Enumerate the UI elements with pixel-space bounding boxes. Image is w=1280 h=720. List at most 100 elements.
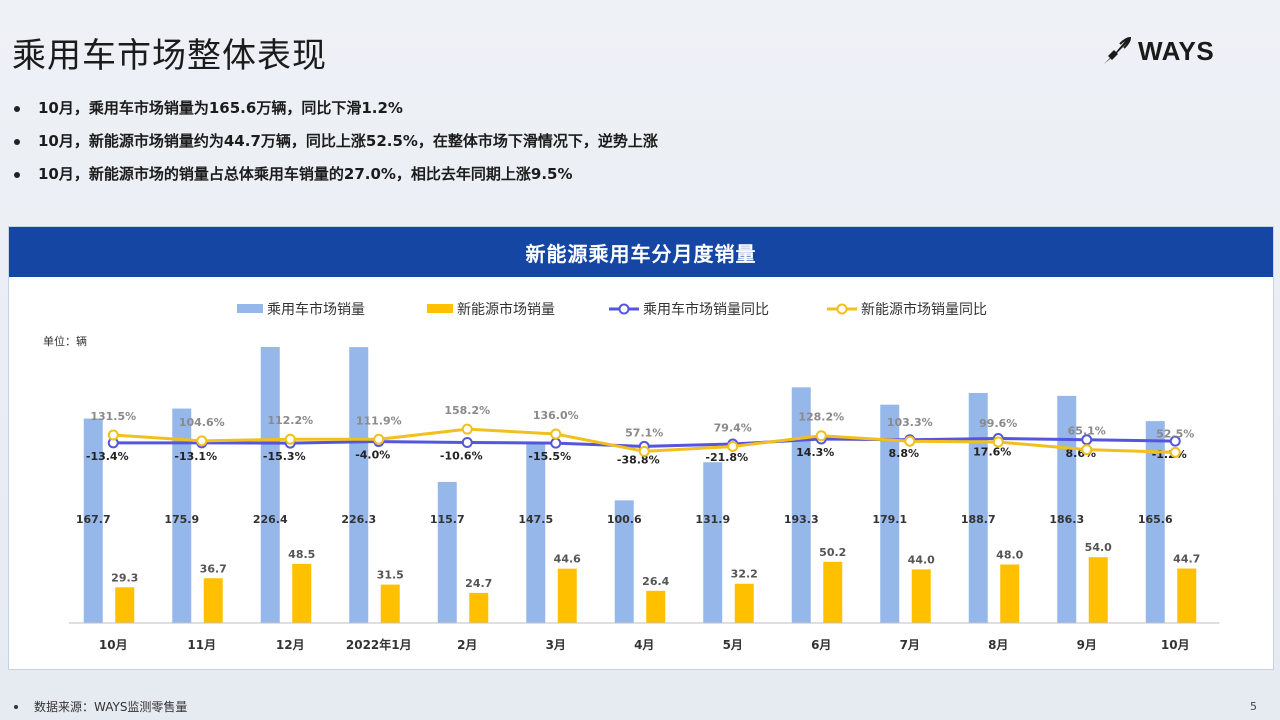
bar-nev-label-11: 54.0	[1085, 541, 1112, 554]
x-tick-label-8: 6月	[811, 638, 831, 652]
bar-total-label-3: 226.3	[341, 513, 376, 526]
bar-nev-label-9: 44.0	[908, 553, 935, 566]
line-label-3-0: 131.5%	[90, 410, 136, 423]
bar-total-label-5: 147.5	[518, 513, 553, 526]
bullet-item: 10月，新能源市场的销量占总体乘用车销量的27.0%，相比去年同期上涨9.5%	[12, 158, 658, 191]
bar-total-7	[703, 462, 723, 623]
line-label-3-2: 112.2%	[267, 414, 313, 427]
bar-nev-9	[911, 569, 931, 623]
bar-total-2	[260, 347, 280, 623]
chart-panel: 新能源乘用车分月度销量 单位：辆 乘用车市场销量 新能源市场销量 乘用车市场销量同比 新…	[8, 226, 1274, 670]
bar-nev-label-5: 44.6	[554, 553, 581, 566]
unit-label: 单位：辆	[43, 334, 87, 348]
line-point-3-11	[1081, 444, 1093, 456]
line-point-3-12	[1169, 446, 1181, 458]
bullet-dot-icon	[14, 171, 20, 178]
x-tick-label-6: 4月	[634, 638, 654, 652]
legend-swatch-1	[427, 304, 453, 313]
line-label-3-4: 158.2%	[444, 404, 490, 417]
bar-total-9	[880, 404, 900, 623]
legend-label-0: 乘用车市场销量	[267, 301, 365, 318]
line-point-2-12	[1169, 435, 1181, 447]
x-tick-label-0: 10月	[99, 638, 128, 652]
bar-nev-label-12: 44.7	[1173, 553, 1200, 566]
line-label-3-3: 111.9%	[356, 414, 402, 427]
bar-total-label-6: 100.6	[607, 513, 642, 526]
bullet-dot-icon	[14, 704, 18, 709]
line-label-2-6: -38.8%	[617, 453, 660, 466]
line-point-3-6	[638, 445, 650, 457]
bar-nev-3	[380, 584, 400, 623]
data-source-text: 数据来源：WAYS监测零售量	[34, 700, 188, 714]
bar-total-12	[1145, 421, 1165, 623]
bar-nev-1	[203, 578, 223, 623]
line-label-2-10: 17.6%	[973, 446, 1011, 459]
x-tick-label-10: 8月	[988, 638, 1008, 652]
bar-total-8	[791, 387, 811, 623]
bar-total-1	[172, 408, 192, 623]
bullet-text: 10月，新能源市场销量约为44.7万辆，同比上涨52.5%，在整体市场下滑情况下…	[38, 132, 658, 150]
bar-nev-label-8: 50.2	[819, 546, 846, 559]
x-tick-label-11: 9月	[1077, 638, 1097, 652]
bar-nev-10	[1000, 564, 1020, 623]
line-label-3-12: 52.5%	[1156, 427, 1194, 440]
legend-label-1: 新能源市场销量	[457, 301, 555, 318]
bar-nev-label-4: 24.7	[465, 577, 492, 590]
line-label-2-4: -10.6%	[440, 449, 483, 462]
x-tick-label-1: 11月	[187, 638, 216, 652]
line-point-3-2	[284, 433, 296, 445]
line-point-3-4	[461, 423, 473, 435]
bar-total-label-8: 193.3	[784, 513, 819, 526]
bar-total-label-7: 131.9	[695, 513, 730, 526]
bar-nev-8	[823, 561, 843, 623]
bar-total-6	[614, 500, 634, 623]
legend-label-2: 乘用车市场销量同比	[643, 301, 769, 318]
line-point-3-3	[373, 433, 385, 445]
bullet-text: 10月，新能源市场的销量占总体乘用车销量的27.0%，相比去年同期上涨9.5%	[38, 165, 573, 183]
bar-total-label-2: 226.4	[253, 513, 288, 526]
line-label-2-3: -4.0%	[355, 449, 390, 462]
line-label-2-2: -15.3%	[263, 450, 306, 463]
bar-nev-label-2: 48.5	[288, 548, 315, 561]
bullet-item: 10月，新能源市场销量约为44.7万辆，同比上涨52.5%，在整体市场下滑情况下…	[12, 125, 658, 158]
x-tick-label-9: 7月	[900, 638, 920, 652]
bar-nev-7	[734, 583, 754, 623]
monthly-sales-chart: 单位：辆 乘用车市场销量 新能源市场销量 乘用车市场销量同比 新能源市场销量同比 167.…	[43, 301, 1220, 652]
bar-total-label-12: 165.6	[1138, 513, 1173, 526]
chart-title: 新能源乘用车分月度销量	[9, 227, 1273, 277]
bar-total-label-1: 175.9	[164, 513, 199, 526]
summary-bullets: 10月，乘用车市场销量为165.6万辆，同比下滑1.2% 10月，新能源市场销量…	[12, 92, 658, 191]
bar-nev-6	[646, 590, 666, 623]
bullet-dot-icon	[14, 138, 20, 145]
line-label-3-5: 136.0%	[533, 409, 579, 422]
line-label-2-9: 8.8%	[888, 447, 919, 460]
bar-total-label-4: 115.7	[430, 513, 465, 526]
bar-total-3	[349, 347, 369, 623]
legend-label-3: 新能源市场销量同比	[861, 301, 987, 318]
bar-nev-label-0: 29.3	[111, 571, 138, 584]
x-tick-label-5: 3月	[546, 638, 566, 652]
line-label-2-12: -1.2%	[1152, 448, 1187, 461]
line-point-3-9	[904, 435, 916, 447]
x-tick-label-12: 10月	[1161, 638, 1190, 652]
bar-nev-label-10: 48.0	[996, 548, 1023, 561]
x-tick-label-3: 2022年1月	[346, 637, 412, 652]
bar-total-11	[1057, 395, 1077, 623]
line-label-3-11: 65.1%	[1068, 425, 1106, 438]
bar-total-label-11: 186.3	[1049, 513, 1084, 526]
rocket-logo-icon	[1104, 36, 1132, 64]
line-point-3-8	[815, 430, 827, 442]
brand-logo: WAYS	[1100, 34, 1214, 68]
line-point-2-5	[550, 437, 562, 449]
page-number: 5	[1250, 700, 1257, 713]
line-label-2-8: 14.3%	[796, 446, 834, 459]
brand-name: WAYS	[1138, 35, 1215, 66]
line-label-3-7: 79.4%	[714, 421, 752, 434]
bar-nev-2	[292, 563, 312, 623]
bar-nev-4	[469, 592, 489, 623]
bar-total-label-0: 167.7	[76, 513, 111, 526]
bar-nev-label-3: 31.5	[377, 569, 404, 582]
bullet-dot-icon	[14, 105, 20, 112]
x-tick-label-4: 2月	[457, 638, 477, 652]
legend-marker-2	[618, 303, 630, 315]
